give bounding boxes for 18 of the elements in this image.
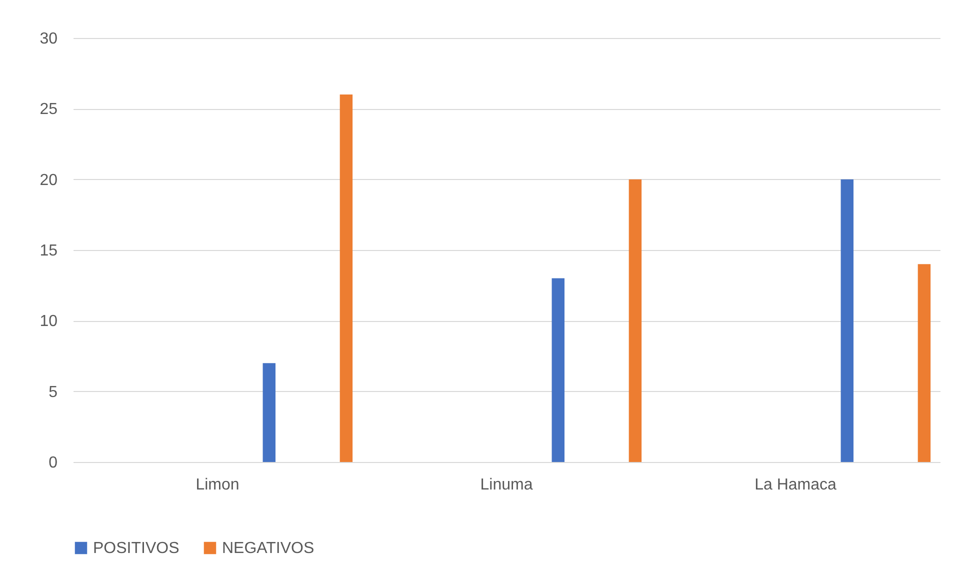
x-tick-label: Limon xyxy=(196,476,240,494)
y-tick-label: 0 xyxy=(48,454,58,472)
legend-label: NEGATIVOS xyxy=(222,540,314,557)
y-tick-label: 5 xyxy=(48,384,58,401)
y-tick-label: 10 xyxy=(40,313,58,330)
bar xyxy=(552,278,564,462)
y-tick-label: 15 xyxy=(40,242,58,260)
y-tick-label: 30 xyxy=(40,30,58,48)
y-tick-label: 20 xyxy=(40,172,58,189)
x-tick-label: La Hamaca xyxy=(754,476,837,494)
bar xyxy=(340,94,353,462)
y-tick-label: 25 xyxy=(40,101,58,118)
x-tick-label: Linuma xyxy=(480,476,533,494)
bar xyxy=(628,179,642,462)
bar xyxy=(840,179,854,462)
bar xyxy=(262,363,276,462)
bar xyxy=(918,264,931,462)
legend-label: POSITIVOS xyxy=(93,540,180,557)
